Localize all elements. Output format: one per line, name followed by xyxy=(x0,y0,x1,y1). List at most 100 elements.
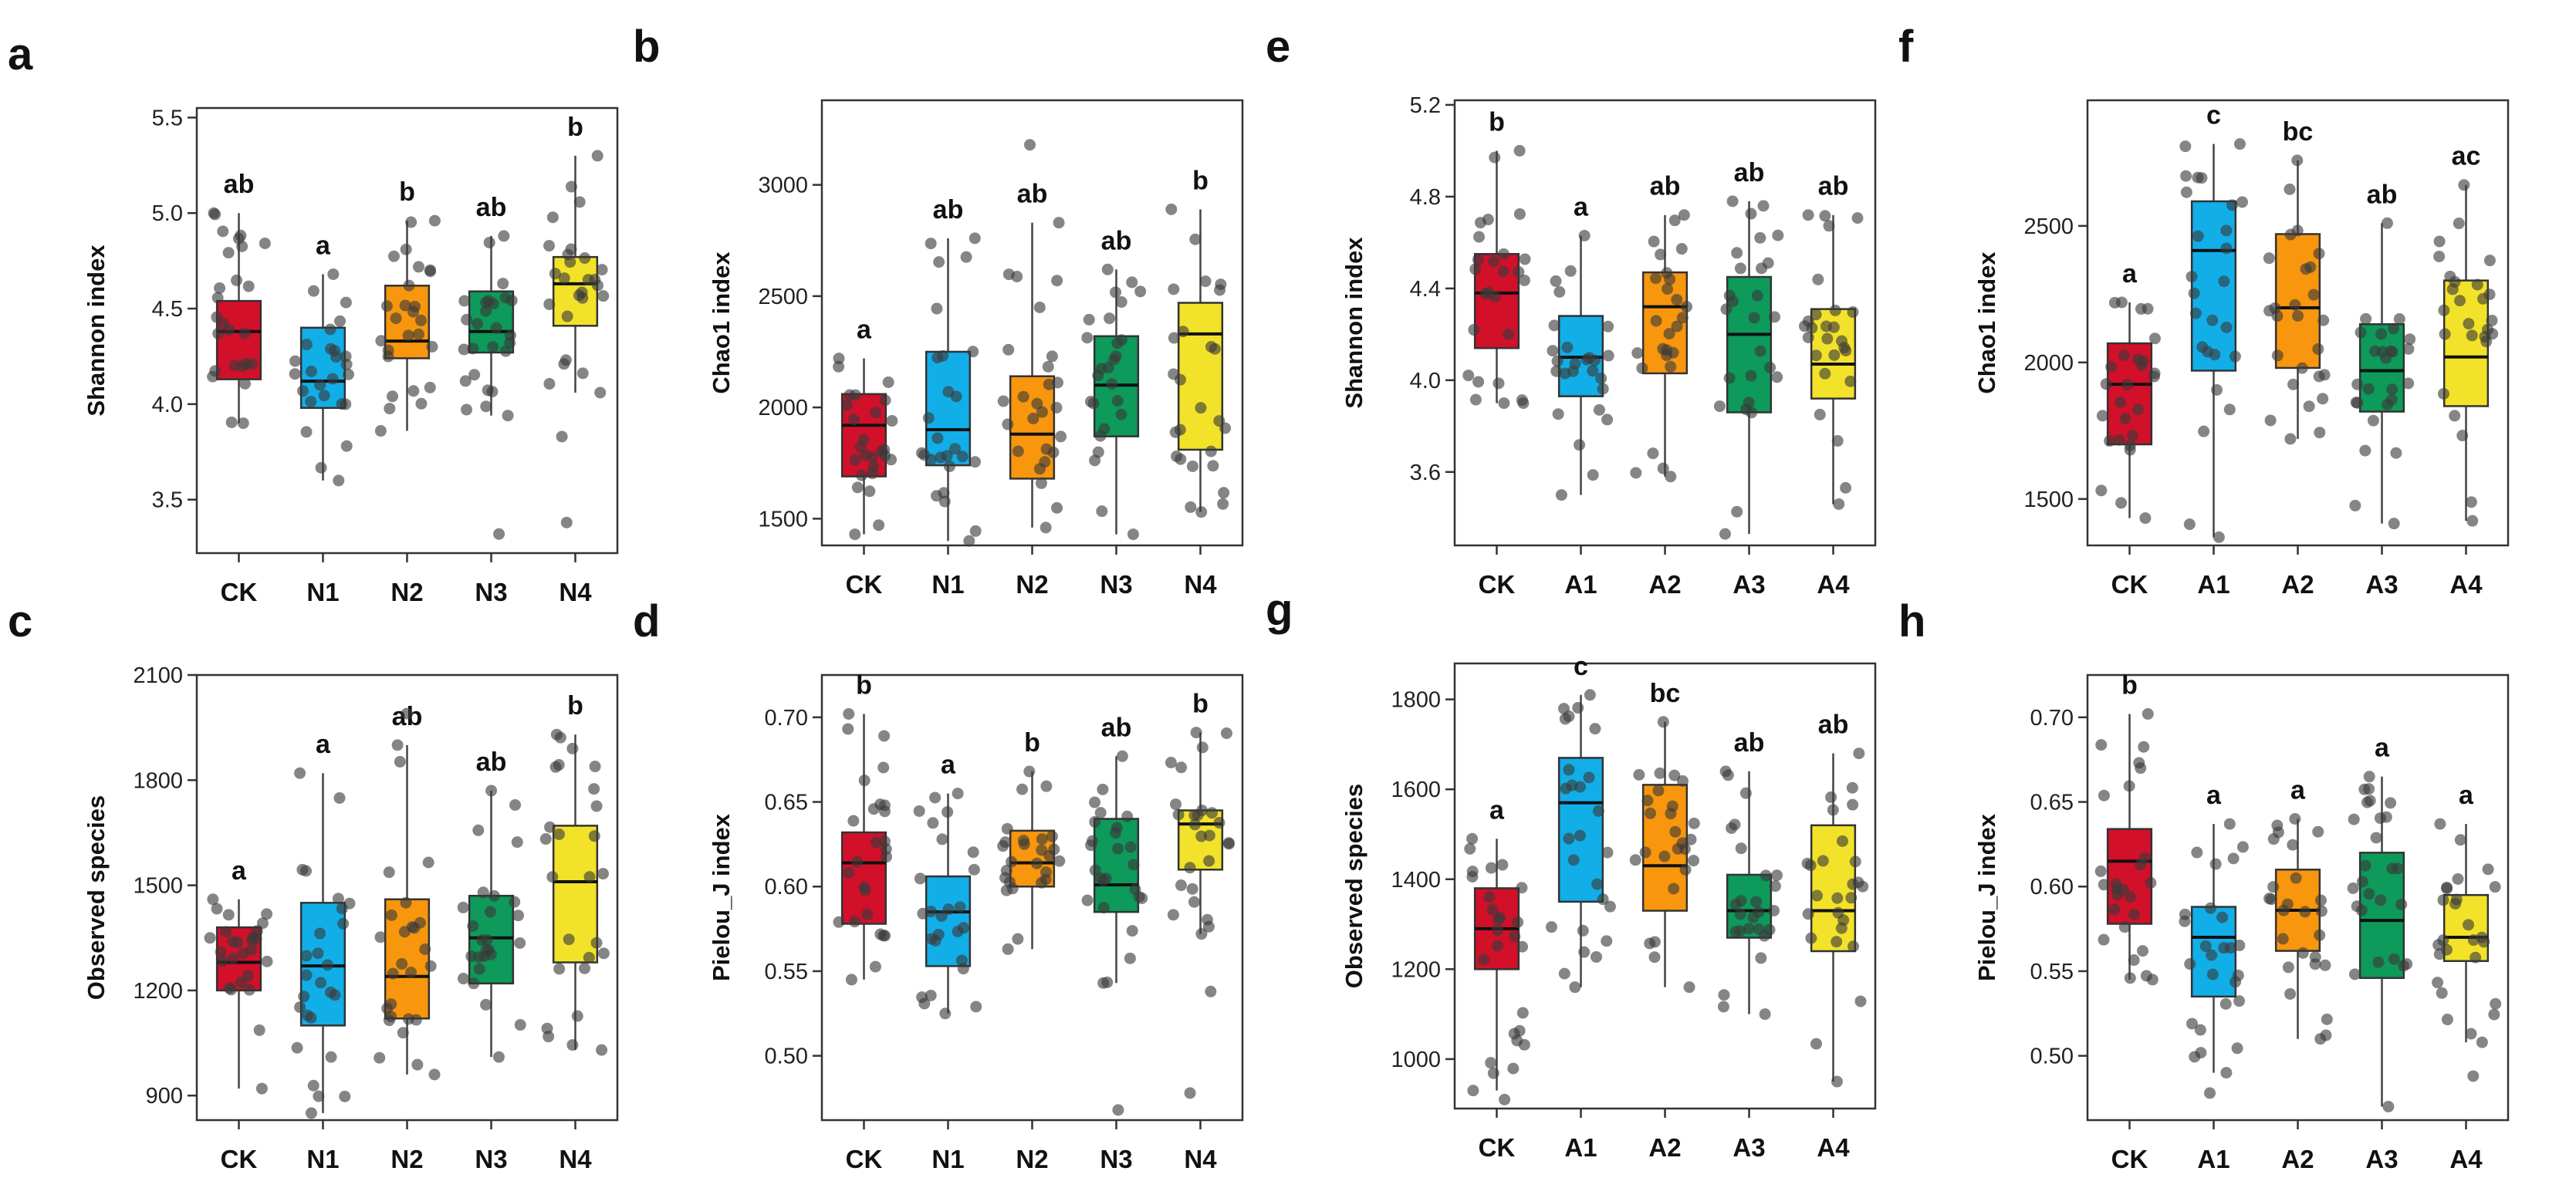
data-point xyxy=(222,909,235,921)
data-point xyxy=(340,296,352,309)
data-point xyxy=(579,252,591,265)
data-point xyxy=(240,358,252,370)
data-point xyxy=(1111,395,1124,407)
data-point xyxy=(1577,924,1589,937)
data-point xyxy=(2452,873,2464,886)
data-point xyxy=(391,739,404,751)
data-point xyxy=(2220,321,2233,333)
data-point xyxy=(1027,413,1040,425)
data-point xyxy=(1012,933,1024,945)
box-N2: ab xyxy=(374,702,441,1081)
data-point xyxy=(1769,880,1781,893)
data-point xyxy=(1827,321,1840,333)
box-A4: a xyxy=(2432,781,2502,1048)
data-point xyxy=(1094,430,1107,442)
data-point xyxy=(1802,315,1814,327)
data-point xyxy=(1845,892,1858,904)
data-point xyxy=(2386,383,2399,396)
data-point xyxy=(1516,1007,1529,1019)
data-point xyxy=(970,1001,982,1013)
data-point xyxy=(2135,859,2147,871)
data-point xyxy=(1097,902,1110,914)
data-point xyxy=(1203,855,1215,867)
x-tick-label: A3 xyxy=(2365,570,2398,599)
data-point xyxy=(879,394,891,407)
data-point xyxy=(2195,1047,2207,1059)
data-point xyxy=(2483,255,2496,267)
data-point xyxy=(1106,378,1118,390)
data-point xyxy=(1754,231,1766,244)
data-point xyxy=(1508,1028,1520,1040)
data-point xyxy=(2098,789,2110,802)
data-point xyxy=(1202,920,1215,933)
data-point xyxy=(1580,353,1593,366)
y-tick-label: 3000 xyxy=(758,174,808,198)
data-point xyxy=(1681,301,1693,313)
data-point xyxy=(336,903,348,915)
data-point xyxy=(2206,968,2219,980)
data-point xyxy=(2223,818,2236,830)
data-point xyxy=(225,984,238,996)
data-point xyxy=(1036,406,1048,418)
data-point xyxy=(315,977,327,989)
data-point xyxy=(1165,757,1177,769)
data-point xyxy=(261,908,273,920)
data-point xyxy=(2236,841,2249,853)
data-point xyxy=(1186,460,1198,472)
data-point xyxy=(1545,921,1557,933)
data-point xyxy=(212,327,225,339)
data-point xyxy=(1217,498,1229,510)
data-point xyxy=(2479,330,2491,343)
data-point xyxy=(2113,434,2125,446)
data-point xyxy=(878,730,891,742)
data-point xyxy=(1516,940,1528,953)
data-point xyxy=(1115,296,1127,308)
data-point xyxy=(2226,199,2238,211)
data-point xyxy=(2314,1033,2327,1045)
y-tick-label: 1400 xyxy=(1391,868,1441,893)
data-point xyxy=(1663,328,1675,340)
data-point xyxy=(2148,367,2161,380)
data-point xyxy=(2456,430,2469,442)
data-point xyxy=(2128,909,2140,921)
data-point xyxy=(1483,891,1496,903)
data-point xyxy=(1665,471,1677,483)
data-point xyxy=(1548,319,1560,332)
data-point xyxy=(589,761,601,773)
data-point xyxy=(913,805,925,817)
data-point xyxy=(2349,499,2361,511)
x-tick-label: CK xyxy=(846,570,883,599)
data-point xyxy=(1578,229,1591,241)
x-tick-label: A4 xyxy=(2449,1145,2483,1173)
y-tick-label: 4.8 xyxy=(1410,185,1441,210)
data-point xyxy=(490,322,502,334)
panel-h: h 0.50 0.55 0.60 0.65 0.70 Pielou_J index b CK a A… xyxy=(1898,596,2510,1173)
data-point xyxy=(1655,248,1667,261)
data-point xyxy=(1184,862,1196,874)
box-N2: b xyxy=(374,177,441,437)
panel-a: a 3.5 4.0 4.5 5.0 5.5 Shannon index ab CK a N1 b N2 a… xyxy=(8,29,619,606)
data-point xyxy=(289,355,302,367)
data-point xyxy=(1012,445,1024,457)
panel-letter: g xyxy=(1266,585,1293,635)
data-point xyxy=(848,916,860,928)
data-point xyxy=(596,264,608,276)
data-point xyxy=(1825,791,1837,803)
data-point xyxy=(546,211,559,224)
data-point xyxy=(2319,959,2331,971)
outlier-point xyxy=(2204,1087,2216,1099)
data-point xyxy=(2145,876,2157,889)
data-point xyxy=(1817,855,1829,867)
data-point xyxy=(2307,289,2320,301)
data-point xyxy=(549,268,561,280)
data-point xyxy=(1602,349,1614,362)
data-point xyxy=(2466,329,2478,342)
data-point xyxy=(207,893,219,906)
data-point xyxy=(1031,857,1043,869)
outlier-point xyxy=(493,528,505,540)
data-point xyxy=(2376,346,2388,358)
data-point xyxy=(549,761,562,773)
x-tick-label: N2 xyxy=(390,578,423,606)
significance-label: b xyxy=(567,691,583,721)
data-point xyxy=(1683,981,1695,994)
